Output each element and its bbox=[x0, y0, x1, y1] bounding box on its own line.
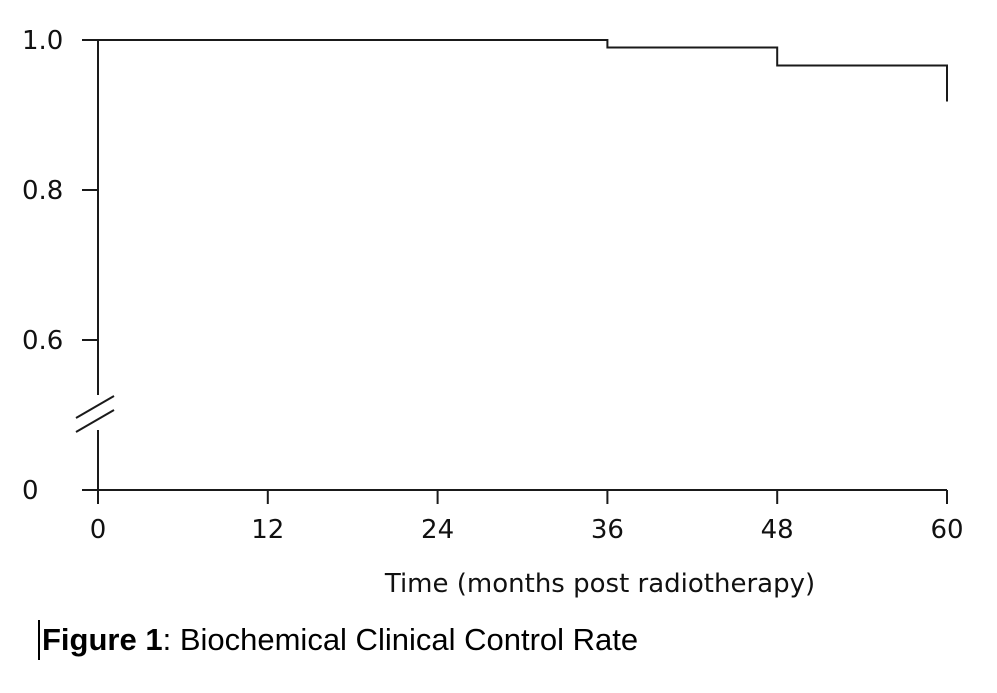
ticks: 0 0.6 0.8 1.0 0 12 24 36 48 60 bbox=[22, 26, 964, 545]
figure-caption-label: Figure 1 bbox=[42, 622, 163, 657]
x-tick-label: 60 bbox=[930, 515, 963, 545]
figure-caption: Figure 1: Biochemical Clinical Control R… bbox=[38, 620, 638, 660]
x-tick-label: 36 bbox=[591, 515, 624, 545]
y-axis-break-mark bbox=[75, 395, 115, 419]
x-tick-label: 0 bbox=[90, 515, 107, 545]
series bbox=[98, 39, 948, 102]
axes bbox=[75, 40, 947, 491]
survival-chart: 0 0.6 0.8 1.0 0 12 24 36 48 60 Time (months post … bbox=[22, 26, 964, 599]
y-axis-break-mark bbox=[75, 409, 115, 433]
x-tick-label: 48 bbox=[761, 515, 794, 545]
x-axis-label: Time (months post radiotherapy) bbox=[384, 569, 815, 599]
x-tick-label: 12 bbox=[251, 515, 284, 545]
y-tick-label: 0 bbox=[22, 476, 39, 506]
figure-caption-text: : Biochemical Clinical Control Rate bbox=[162, 622, 639, 657]
x-tick-label: 24 bbox=[421, 515, 454, 545]
y-tick-label: 1.0 bbox=[22, 26, 63, 56]
y-tick-label: 0.8 bbox=[22, 176, 63, 206]
survival-curve bbox=[98, 39, 948, 102]
y-tick-label: 0.6 bbox=[22, 326, 63, 356]
